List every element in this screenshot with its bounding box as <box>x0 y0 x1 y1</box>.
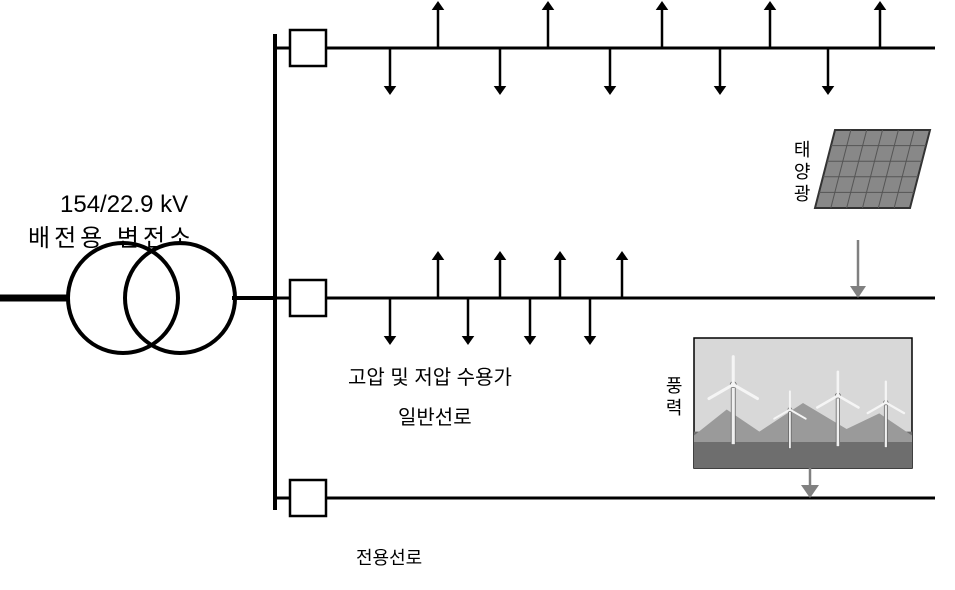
dedicated-line-label: 전용선로 <box>356 546 422 571</box>
general-line-label-2: 일반선로 <box>398 404 472 432</box>
wind-label: 풍력 <box>660 376 685 420</box>
solar-label: 태양광 <box>788 140 813 206</box>
power-distribution-diagram <box>0 0 955 590</box>
general-line-label-1: 고압 및 저압 수용가 <box>348 364 512 392</box>
substation-name-label: 배전용 변전소 <box>28 222 195 256</box>
substation-voltage-label: 154/22.9 kV <box>60 188 188 222</box>
